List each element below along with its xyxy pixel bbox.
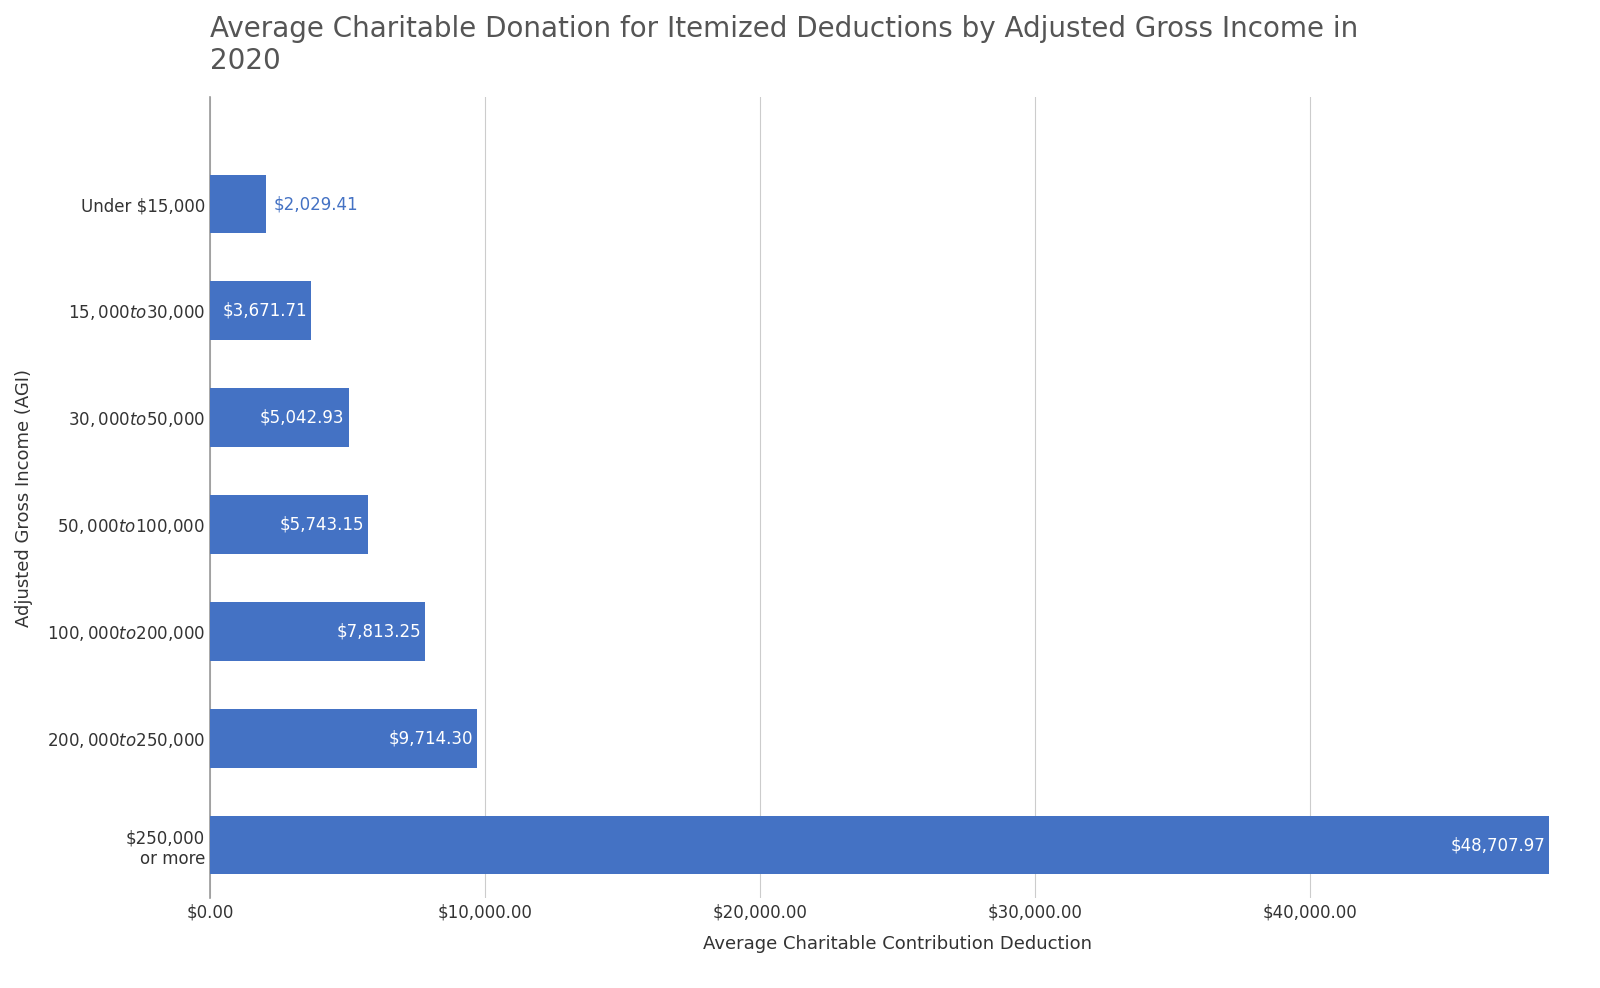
Y-axis label: Adjusted Gross Income (AGI): Adjusted Gross Income (AGI)	[14, 369, 34, 626]
Text: $9,714.30: $9,714.30	[389, 729, 474, 747]
Bar	[210, 282, 310, 340]
Bar	[210, 175, 266, 233]
Text: $5,042.93: $5,042.93	[261, 409, 344, 427]
Text: $48,707.97: $48,707.97	[1451, 836, 1546, 854]
Bar	[210, 816, 1549, 874]
Text: Average Charitable Donation for Itemized Deductions by Adjusted Gross Income in
: Average Charitable Donation for Itemized…	[210, 15, 1358, 75]
Bar	[210, 602, 426, 661]
Text: $2,029.41: $2,029.41	[274, 195, 358, 213]
X-axis label: Average Charitable Contribution Deduction: Average Charitable Contribution Deductio…	[702, 936, 1093, 953]
Bar	[210, 388, 349, 448]
Bar	[210, 495, 368, 554]
Text: $5,743.15: $5,743.15	[280, 516, 363, 534]
Text: $7,813.25: $7,813.25	[336, 622, 421, 640]
Bar	[210, 708, 477, 768]
Text: $3,671.71: $3,671.71	[222, 302, 307, 320]
